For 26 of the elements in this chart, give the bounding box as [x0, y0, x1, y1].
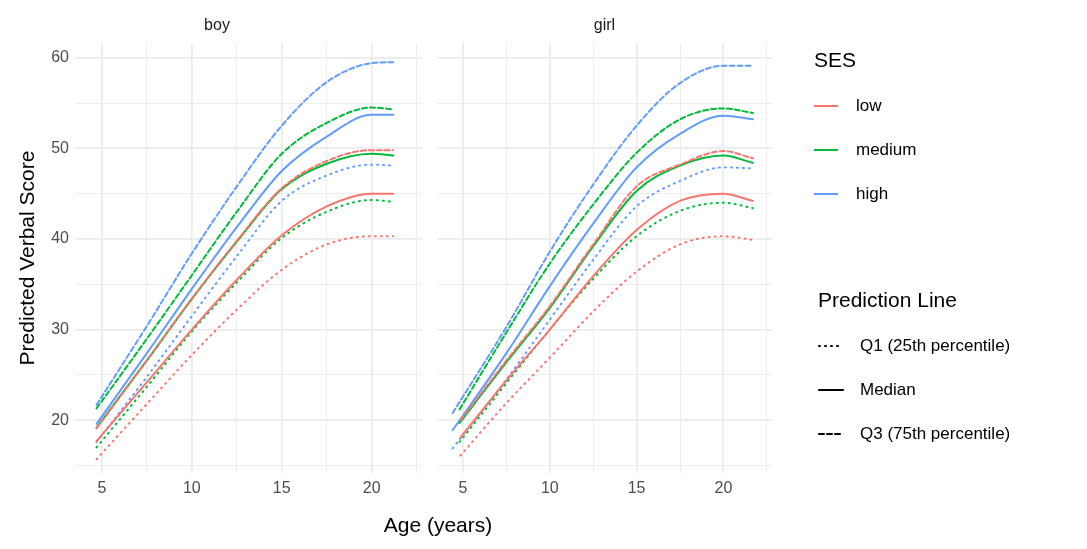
legend-label: low — [856, 96, 882, 116]
y-axis-title: Predicted Verbal Score — [15, 150, 39, 366]
legend-label: high — [856, 184, 889, 204]
chart-title: girl — [593, 16, 616, 34]
text: Q1 (25th percentile) — [860, 336, 1011, 356]
x-tick-label: 5 — [97, 478, 107, 496]
chart-title: boy — [204, 16, 230, 34]
text: Median — [860, 380, 916, 400]
line-series — [95, 235, 395, 461]
x-tick-label: 20 — [714, 478, 733, 496]
legend-title: SES — [814, 48, 858, 72]
text: Prediction Line — [818, 288, 958, 312]
y-tick-label: 60 — [51, 48, 70, 66]
x-tick-label: 5 — [458, 478, 468, 496]
y-tick-label: 20 — [51, 410, 70, 428]
x-axis-title: Age (years) — [382, 513, 494, 537]
x-tick-label: 15 — [272, 478, 291, 496]
x-tick-label: 15 — [627, 478, 646, 496]
y-tick-label: 30 — [51, 320, 70, 338]
x-tick-label: 20 — [362, 478, 381, 496]
x-tick-label: 10 — [540, 478, 559, 496]
legend-label: medium — [856, 140, 917, 160]
x-tick-label: 10 — [182, 478, 201, 496]
y-tick-label: 50 — [51, 138, 70, 156]
text: Q3 (75th percentile) — [860, 424, 1011, 444]
y-tick-label: 40 — [51, 229, 70, 247]
